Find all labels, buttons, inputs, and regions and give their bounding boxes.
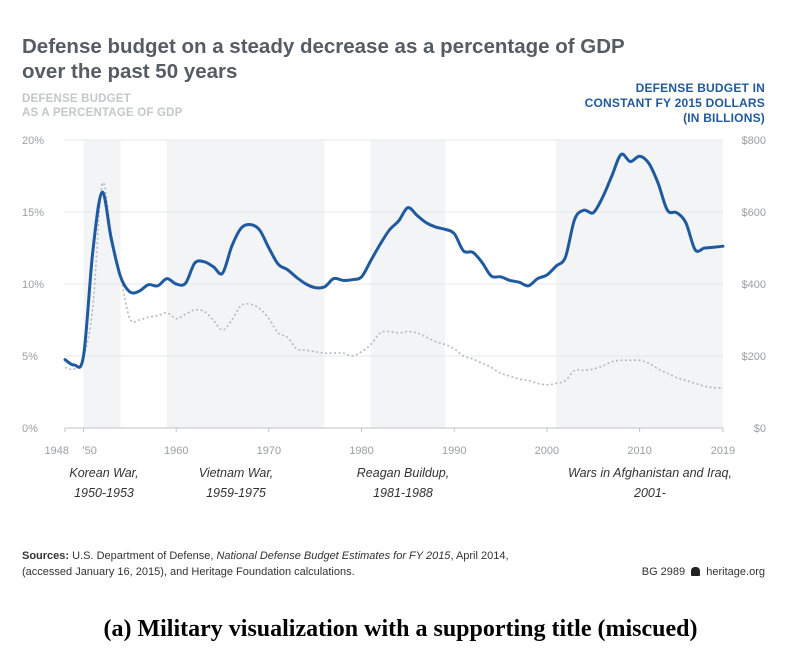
- x-tick-label: 2010: [627, 445, 651, 457]
- chart-title-line1: Defense budget on a steady decrease as a…: [22, 35, 625, 58]
- x-tick-label: 1970: [257, 445, 281, 457]
- x-tick-label: 2000: [535, 445, 559, 457]
- era-label-vietnam-war: Vietnam War, 1959-1975: [184, 463, 288, 503]
- publication-reference: BG 2989 heritage.org: [642, 566, 765, 578]
- x-tick-label: 1948: [45, 445, 69, 457]
- right-axis-title-line2: CONSTANT FY 2015 DOLLARS: [584, 96, 765, 110]
- x-tick-label: 1990: [442, 445, 466, 457]
- era-name: Korean War,: [69, 466, 139, 480]
- era-years: 1959-1975: [206, 486, 266, 500]
- era-name: Wars in Afghanistan and Iraq,: [568, 466, 732, 480]
- y-right-tick-label: $800: [742, 135, 766, 147]
- left-axis-title-line1: DEFENSE BUDGET: [22, 93, 131, 105]
- era-label-korean-war: Korean War, 1950-1953: [52, 463, 156, 503]
- sources-note: Sources: U.S. Department of Defense, Nat…: [22, 548, 582, 580]
- x-tick-label: 1960: [164, 445, 188, 457]
- era-years: 1981-1988: [373, 486, 433, 500]
- y-right-tick-label: $0: [754, 423, 766, 435]
- right-axis-title: DEFENSE BUDGET IN CONSTANT FY 2015 DOLLA…: [585, 81, 765, 126]
- y-left-tick-label: 20%: [22, 135, 44, 147]
- y-left-tick-label: 10%: [22, 279, 44, 291]
- sources-text1: U.S. Department of Defense,: [72, 550, 214, 562]
- chart-title: Defense budget on a steady decrease as a…: [22, 34, 702, 84]
- x-tick-label: 1980: [349, 445, 373, 457]
- era-years: 2001-: [634, 486, 666, 500]
- y-left-tick-label: 5%: [22, 351, 38, 363]
- series-line-defense-budget: [63, 152, 725, 369]
- sources-publication: National Defense Budget Estimates for FY…: [216, 550, 451, 562]
- y-right-tick-label: $400: [742, 279, 766, 291]
- sources-text2: , April 2014,: [450, 550, 509, 562]
- era-label-afghanistan-iraq: Wars in Afghanistan and Iraq, 2001-: [554, 463, 746, 503]
- era-years: 1950-1953: [74, 486, 134, 500]
- bell-icon: [691, 567, 701, 576]
- site-link[interactable]: heritage.org: [706, 566, 765, 578]
- right-axis-title-line3: (IN BILLIONS): [683, 111, 765, 125]
- y-right-tick-label: $600: [742, 207, 766, 219]
- y-left-tick-label: 15%: [22, 207, 44, 219]
- right-axis-title-line1: DEFENSE BUDGET IN: [635, 81, 765, 95]
- sources-label: Sources:: [22, 550, 70, 562]
- x-tick-label: 2019: [711, 445, 735, 457]
- chart-title-line2: over the past 50 years: [22, 60, 238, 83]
- figure-caption: (a) Military visualization with a suppor…: [103, 616, 698, 642]
- era-label-reagan-buildup: Reagan Buildup, 1981-1988: [345, 463, 461, 503]
- bg-code: BG 2989: [641, 566, 686, 578]
- era-name: Vietnam War,: [198, 466, 274, 480]
- left-axis-title-line2: AS A PERCENTAGE OF GDP: [22, 107, 183, 119]
- y-left-tick-label: 0%: [22, 423, 38, 435]
- x-tick-label: '50: [83, 445, 97, 457]
- era-name: Reagan Buildup,: [356, 466, 450, 480]
- y-right-tick-label: $200: [742, 351, 766, 363]
- sources-line2: (accessed January 16, 2015), and Heritag…: [22, 566, 355, 578]
- left-axis-title: DEFENSE BUDGET AS A PERCENTAGE OF GDP: [22, 92, 183, 120]
